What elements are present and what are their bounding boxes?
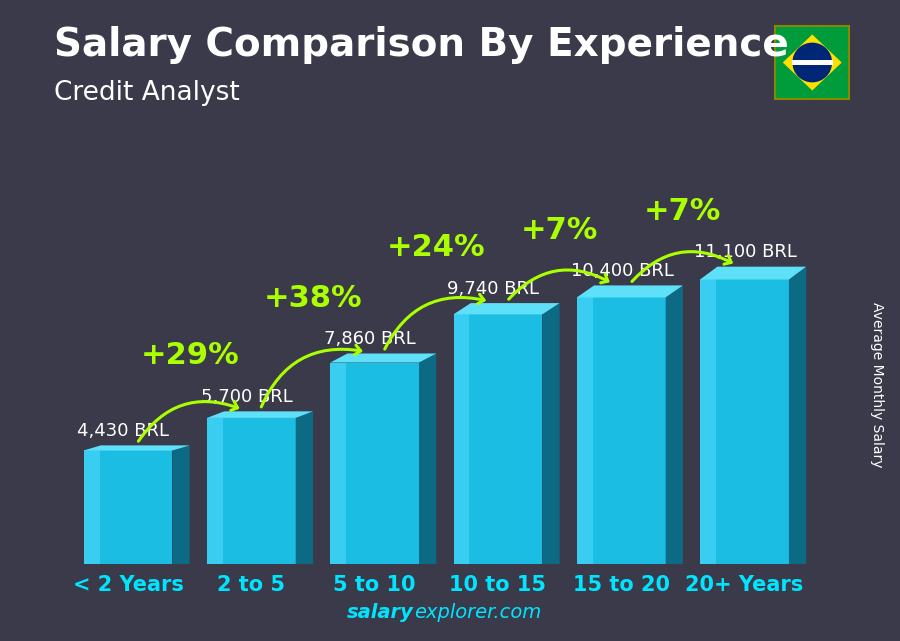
Text: +7%: +7%: [521, 215, 598, 244]
Polygon shape: [296, 412, 313, 564]
Polygon shape: [454, 314, 470, 564]
Text: 10,400 BRL: 10,400 BRL: [571, 262, 673, 280]
Text: Credit Analyst: Credit Analyst: [54, 80, 239, 106]
Polygon shape: [84, 445, 190, 451]
Circle shape: [793, 44, 832, 81]
Polygon shape: [577, 297, 666, 564]
Polygon shape: [207, 418, 296, 564]
Polygon shape: [330, 363, 346, 564]
Text: +7%: +7%: [644, 197, 722, 226]
Text: +29%: +29%: [140, 342, 239, 370]
Text: 11,100 BRL: 11,100 BRL: [694, 243, 796, 261]
Polygon shape: [207, 418, 223, 564]
Text: +24%: +24%: [387, 233, 486, 262]
Text: Average Monthly Salary: Average Monthly Salary: [870, 302, 885, 467]
Polygon shape: [577, 285, 683, 297]
Polygon shape: [700, 279, 716, 564]
Text: +38%: +38%: [264, 283, 363, 313]
Text: 5,700 BRL: 5,700 BRL: [201, 388, 292, 406]
Polygon shape: [792, 60, 832, 65]
Polygon shape: [700, 279, 789, 564]
Polygon shape: [84, 451, 100, 564]
Polygon shape: [789, 267, 806, 564]
Text: salary: salary: [347, 603, 414, 622]
Polygon shape: [666, 285, 683, 564]
Polygon shape: [543, 303, 560, 564]
Polygon shape: [454, 314, 543, 564]
Text: 7,860 BRL: 7,860 BRL: [324, 330, 416, 348]
Polygon shape: [207, 412, 313, 418]
Polygon shape: [577, 297, 593, 564]
Text: explorer.com: explorer.com: [414, 603, 541, 622]
Text: Salary Comparison By Experience: Salary Comparison By Experience: [54, 26, 788, 63]
Polygon shape: [700, 267, 806, 279]
Polygon shape: [454, 303, 560, 314]
Polygon shape: [330, 353, 436, 363]
Polygon shape: [330, 363, 419, 564]
Text: 9,740 BRL: 9,740 BRL: [447, 279, 539, 297]
Polygon shape: [419, 353, 436, 564]
Text: 4,430 BRL: 4,430 BRL: [77, 422, 169, 440]
Polygon shape: [173, 445, 190, 564]
Polygon shape: [84, 451, 173, 564]
Polygon shape: [783, 35, 842, 90]
